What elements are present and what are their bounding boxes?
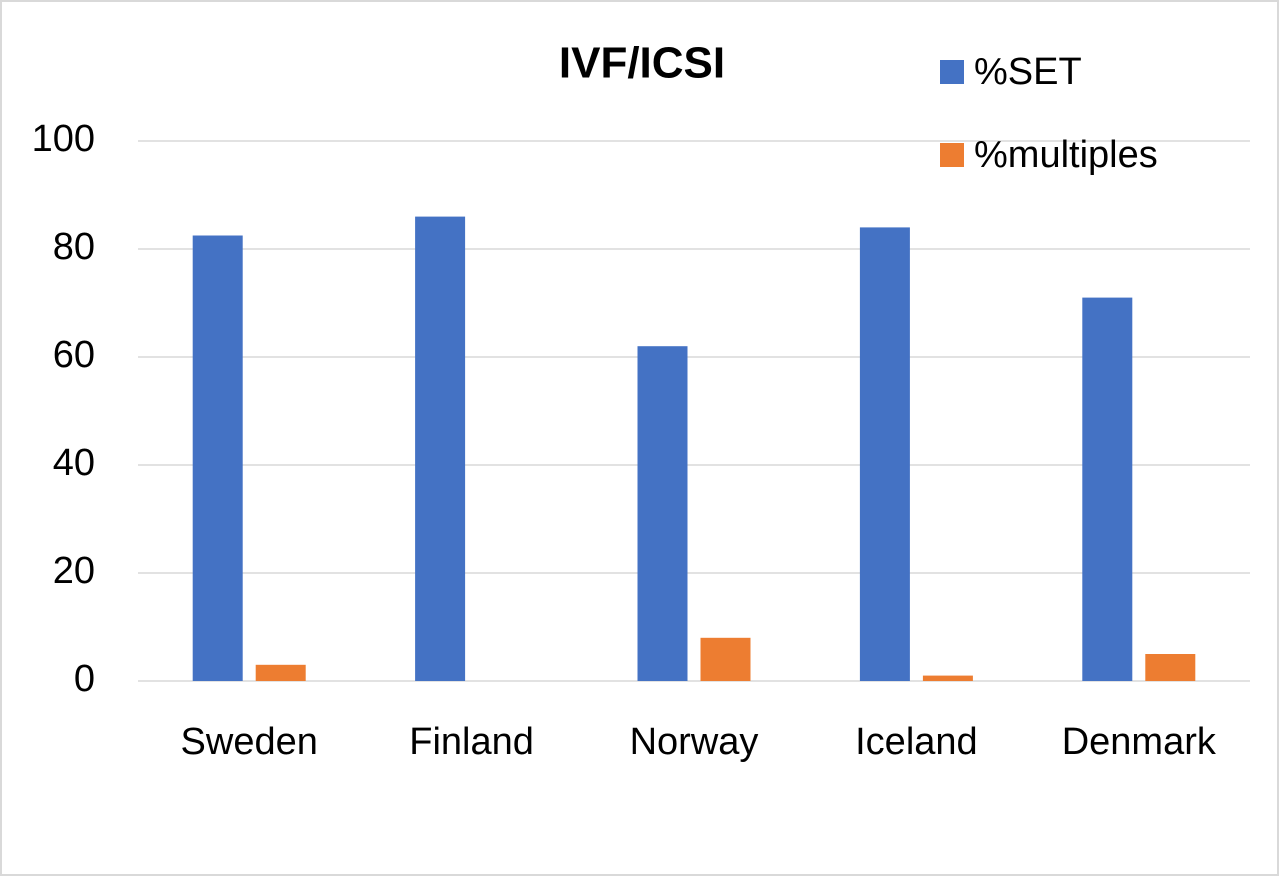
bar [1082,297,1133,681]
bar [192,235,243,681]
chart-title: IVF/ICSI [559,39,725,88]
legend-swatch [940,60,964,84]
x-tick-label: Sweden [181,721,318,763]
bar [1145,654,1196,681]
y-tick-label: 80 [53,226,95,268]
x-tick-label: Norway [630,721,759,763]
bar [922,675,973,681]
legend-label: %SET [974,51,1082,93]
y-tick-label: 100 [32,118,95,160]
bar [255,664,306,681]
bar [415,216,466,681]
x-tick-label: Denmark [1062,721,1217,763]
x-tick-label: Iceland [855,721,978,763]
bar [637,346,688,681]
x-tick-label: Finland [409,721,534,763]
legend-swatch [940,143,964,167]
bar [700,637,751,681]
bar [859,227,910,681]
y-tick-label: 0 [74,658,95,700]
y-tick-label: 60 [53,334,95,376]
legend-label: %multiples [974,134,1158,176]
y-tick-label: 40 [53,442,95,484]
y-tick-label: 20 [53,550,95,592]
